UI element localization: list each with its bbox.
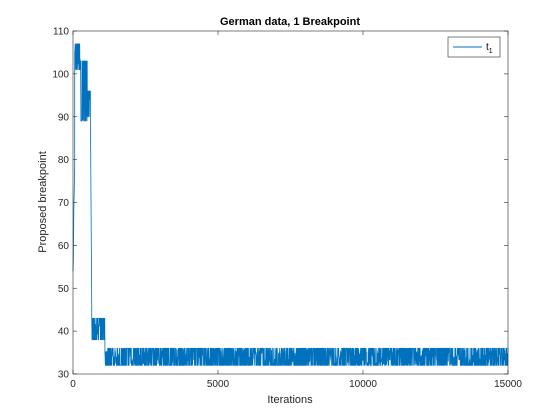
legend: t1 [447,36,501,58]
y-tick-label: 50 [58,284,70,295]
y-tick-label: 100 [52,69,69,80]
series-group [72,43,509,366]
plot-area [73,31,508,374]
chart-title: German data, 1 Breakpoint [220,16,360,28]
y-tick-label: 90 [58,112,70,123]
y-tick-label: 30 [58,370,70,381]
x-tick-label: 15000 [494,379,522,390]
y-tick-label: 110 [53,27,69,38]
x-axis-label: Iterations [267,394,313,406]
x-tick-label: 0 [70,379,76,390]
series-line-t1 [72,43,509,366]
y-tick-label: 80 [58,155,70,166]
y-tick-label: 70 [58,198,70,209]
legend-entry-t1: t1 [486,42,493,55]
legend-entry-subscript: 1 [489,48,493,55]
x-axis-ticks: 0 5000 10000 15000 [70,31,522,390]
y-tick-label: 40 [58,327,70,338]
x-tick-label: 5000 [207,379,230,390]
legend-entry-name: t [486,42,489,53]
y-axis-ticks: 30 40 50 60 70 80 90 100 110 [52,27,508,381]
y-tick-label: 60 [58,241,70,252]
y-axis-label: Proposed breakpoint [37,151,49,253]
x-tick-label: 10000 [349,379,377,390]
